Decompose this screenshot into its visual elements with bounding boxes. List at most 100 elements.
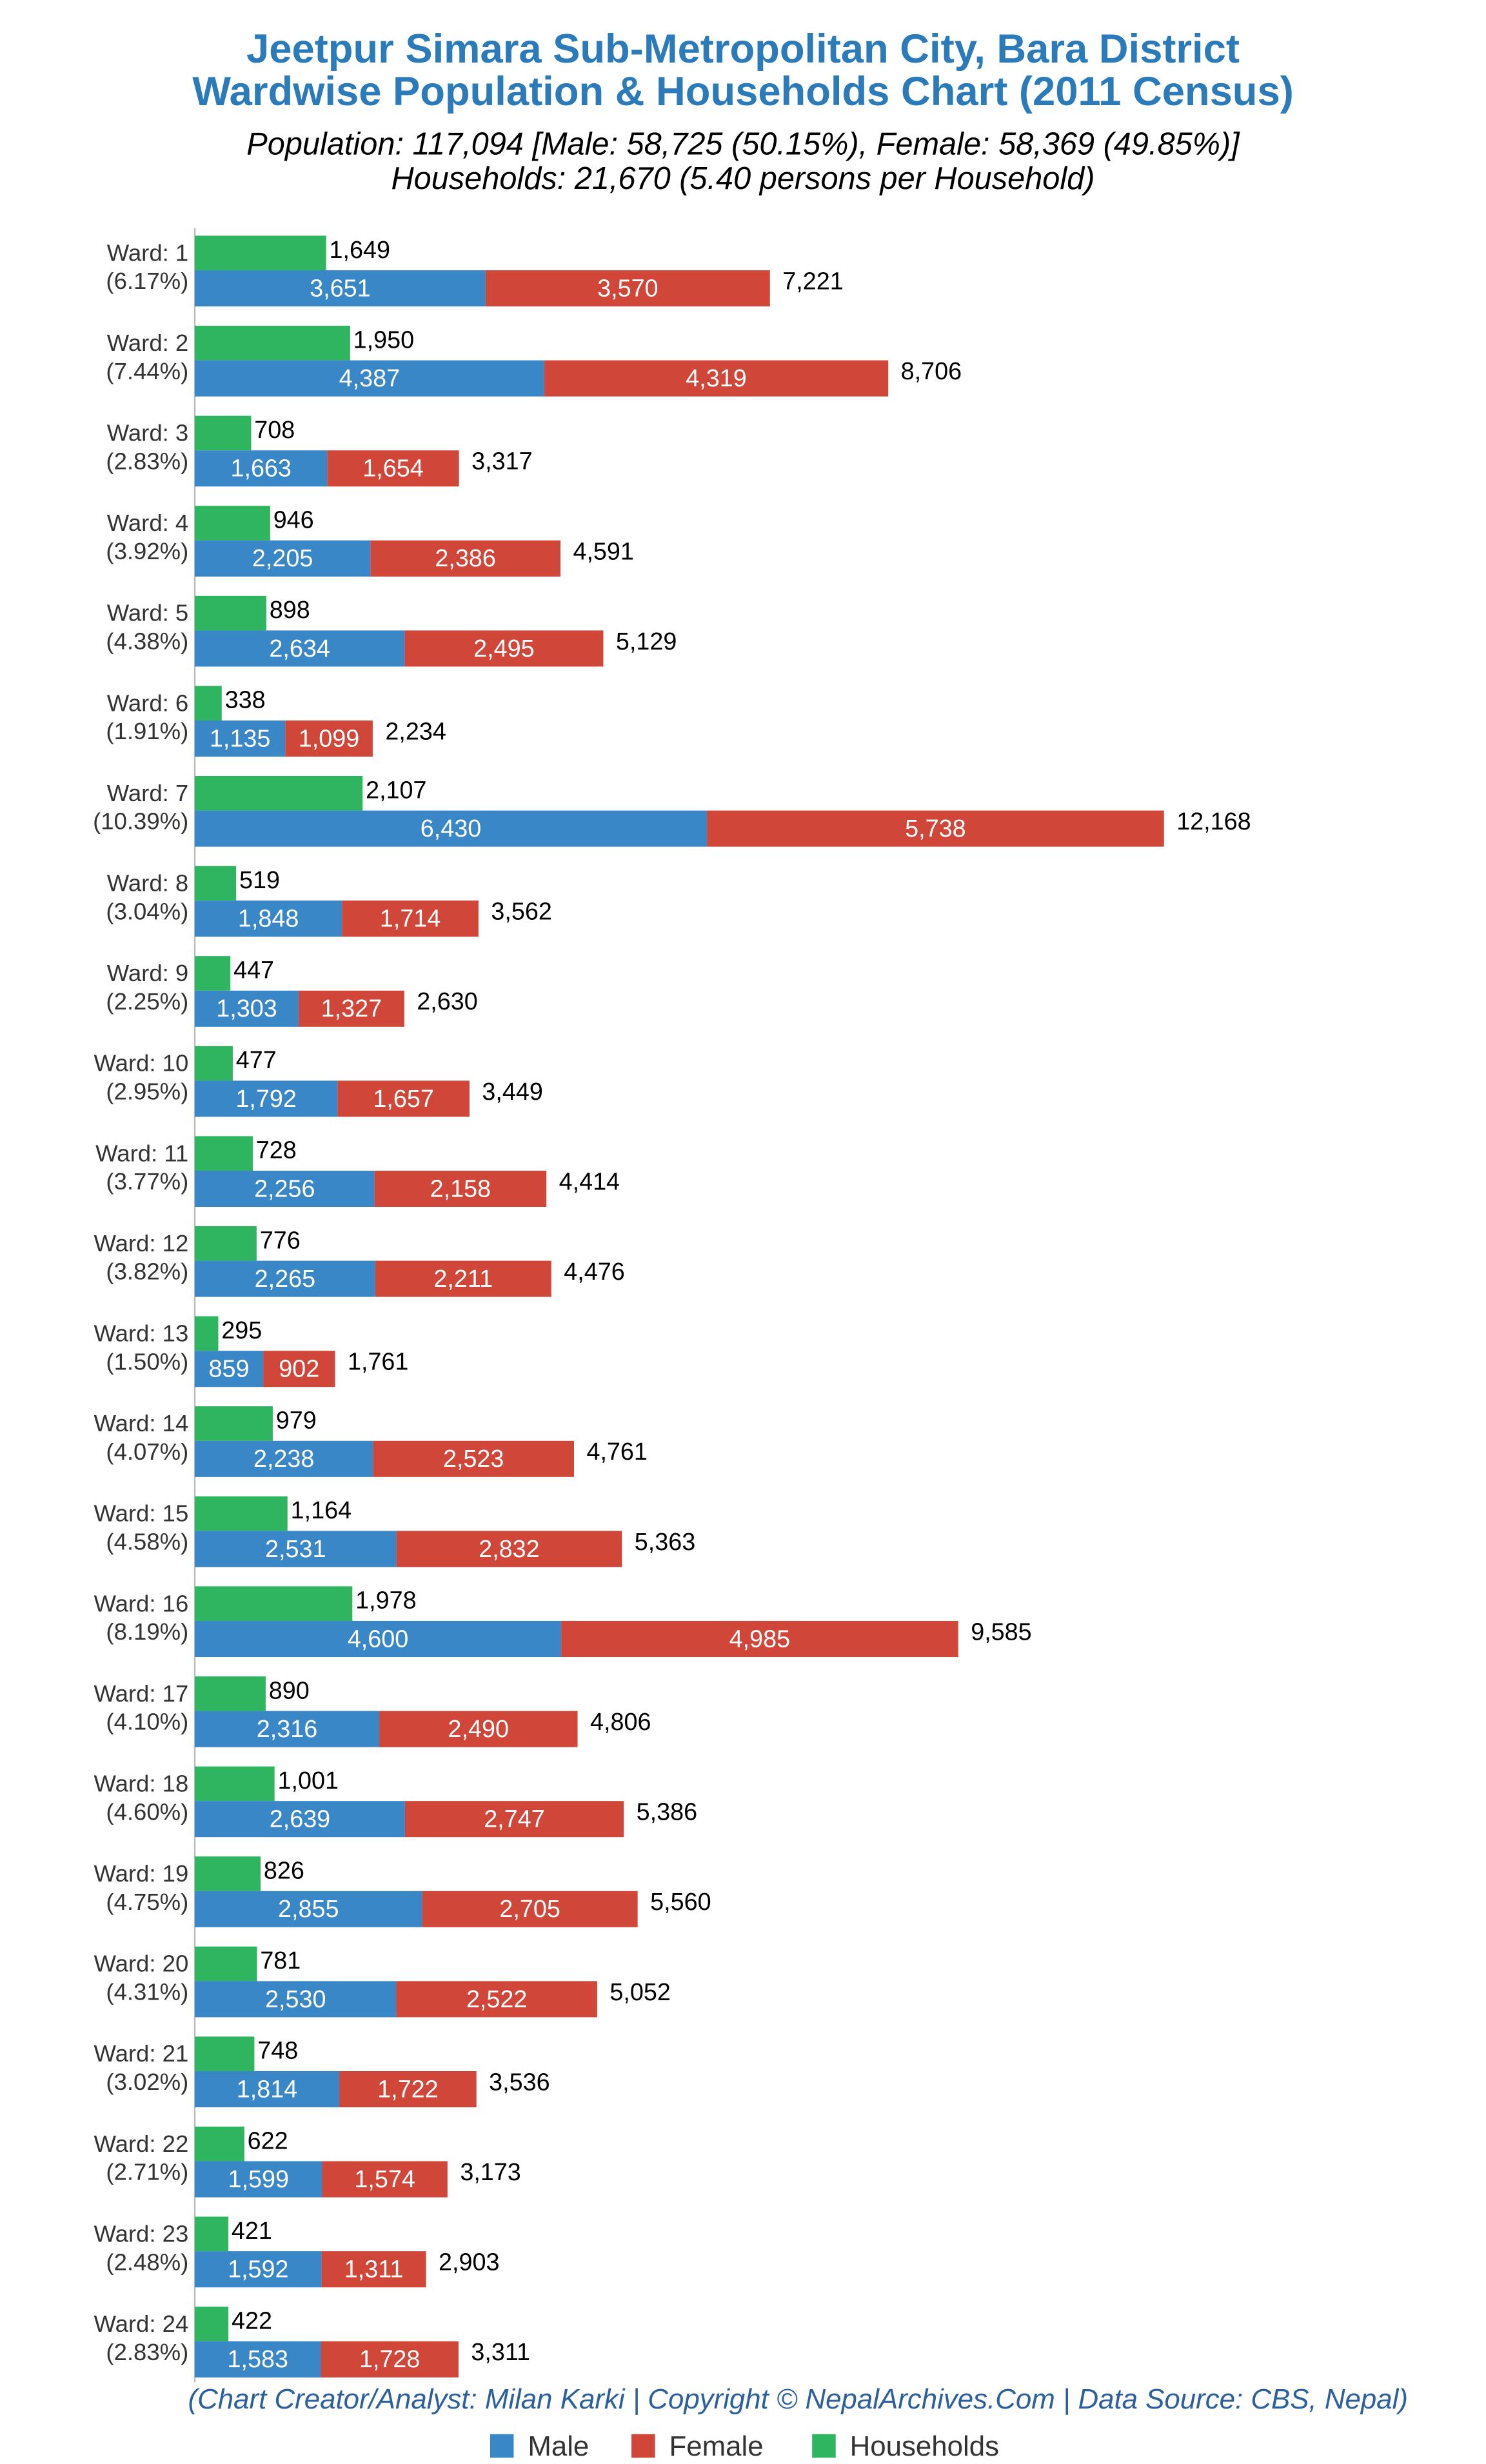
bar <box>195 1801 405 1838</box>
data-label: 1,303 <box>216 995 277 1022</box>
total-label: 4,591 <box>573 537 633 564</box>
category-label: Ward: 9 <box>107 960 188 986</box>
category-share: (7.44%) <box>106 358 188 384</box>
data-label: 2,531 <box>265 1535 326 1562</box>
data-label: 295 <box>221 1316 262 1344</box>
data-label: 776 <box>260 1226 301 1253</box>
data-label: 477 <box>236 1046 277 1073</box>
total-label: 5,052 <box>609 1978 670 2005</box>
bar <box>195 1946 257 1982</box>
total-label: 3,317 <box>471 448 532 475</box>
bar <box>322 2161 448 2198</box>
category-share: (4.38%) <box>106 628 188 655</box>
total-label: 5,129 <box>616 628 677 655</box>
data-label: 1,714 <box>380 905 441 932</box>
bar <box>195 450 328 487</box>
bar <box>195 360 544 397</box>
data-label: 1,848 <box>238 905 299 932</box>
total-label: 7,221 <box>782 267 843 294</box>
bar <box>195 1531 397 1567</box>
bar <box>195 1496 288 1531</box>
bar <box>396 1981 597 2018</box>
data-label: 859 <box>209 1355 250 1382</box>
category-share: (2.71%) <box>106 2159 188 2185</box>
category-label: Ward: 8 <box>107 869 188 896</box>
total-label: 9,585 <box>971 1618 1031 1645</box>
bar <box>195 900 342 937</box>
bar <box>195 2341 321 2378</box>
data-label: 1,001 <box>277 1767 338 1794</box>
legend-label: Households <box>850 2430 999 2462</box>
bar <box>195 2036 255 2071</box>
category-share: (4.60%) <box>106 1798 188 1825</box>
total-label: 2,903 <box>439 2249 499 2276</box>
footnote: (Chart Creator/Analyst: Milan Karki | Co… <box>188 2383 1408 2415</box>
bar <box>485 270 770 307</box>
category-label: Ward: 5 <box>107 600 188 626</box>
bar <box>422 1891 638 1927</box>
data-label: 2,205 <box>252 544 313 571</box>
data-label: 2,256 <box>254 1175 315 1202</box>
data-label: 2,490 <box>448 1715 509 1742</box>
bar <box>195 2251 322 2288</box>
bar <box>321 2251 426 2288</box>
bar <box>195 1046 233 1081</box>
data-label: 422 <box>232 2307 272 2334</box>
category-share: (3.77%) <box>106 1168 188 1195</box>
category-label: Ward: 4 <box>107 510 188 536</box>
bar <box>195 1260 375 1297</box>
bar <box>195 595 266 631</box>
data-label: 2,386 <box>435 544 495 571</box>
data-label: 4,985 <box>729 1625 790 1652</box>
bar <box>337 1080 470 1117</box>
data-label: 1,327 <box>321 995 382 1022</box>
bar <box>195 2216 228 2252</box>
legend-label: Female <box>669 2430 764 2462</box>
total-label: 2,234 <box>385 717 446 744</box>
bar <box>195 1170 375 1207</box>
category-share: (3.92%) <box>106 538 188 564</box>
category-share: (4.58%) <box>106 1529 188 1555</box>
category-label: Ward: 19 <box>94 1860 188 1887</box>
chart-subtitle: Households: 21,670 (5.40 persons per Hou… <box>391 161 1095 196</box>
category-label: Ward: 24 <box>94 2310 188 2337</box>
bar <box>195 1406 273 1441</box>
category-share: (2.95%) <box>106 1078 188 1105</box>
data-label: 421 <box>232 2217 272 2244</box>
bar <box>373 1440 574 1477</box>
bar <box>195 235 326 271</box>
category-share: (2.25%) <box>106 988 188 1015</box>
legend-swatch <box>812 2434 836 2458</box>
category-label: Ward: 15 <box>94 1500 188 1527</box>
bar <box>195 2126 244 2161</box>
category-share: (1.50%) <box>106 1348 188 1375</box>
bar <box>195 630 405 667</box>
category-label: Ward: 17 <box>94 1680 188 1707</box>
category-label: Ward: 22 <box>94 2131 188 2157</box>
category-share: (3.04%) <box>106 898 188 924</box>
bar <box>195 1981 397 2018</box>
bar <box>298 990 404 1027</box>
data-label: 4,319 <box>686 364 746 392</box>
category-share: (2.83%) <box>106 448 188 474</box>
category-label: Ward: 21 <box>94 2040 188 2067</box>
total-label: 4,414 <box>559 1167 620 1195</box>
bar <box>195 506 270 541</box>
data-label: 6,430 <box>421 815 481 842</box>
legend-swatch <box>490 2434 514 2458</box>
bar <box>404 630 604 667</box>
category-share: (3.02%) <box>106 2069 188 2095</box>
data-label: 1,649 <box>330 236 390 263</box>
data-label: 3,651 <box>310 274 370 301</box>
data-label: 2,705 <box>499 1895 560 1922</box>
data-label: 781 <box>260 1947 301 1974</box>
total-label: 3,173 <box>460 2158 520 2185</box>
category-label: Ward: 1 <box>107 239 188 266</box>
bar <box>195 1711 380 1747</box>
data-label: 519 <box>239 866 280 893</box>
data-label: 1,950 <box>353 326 414 353</box>
bar <box>195 1080 338 1117</box>
bar <box>321 2341 459 2378</box>
category-label: Ward: 20 <box>94 1951 188 1977</box>
